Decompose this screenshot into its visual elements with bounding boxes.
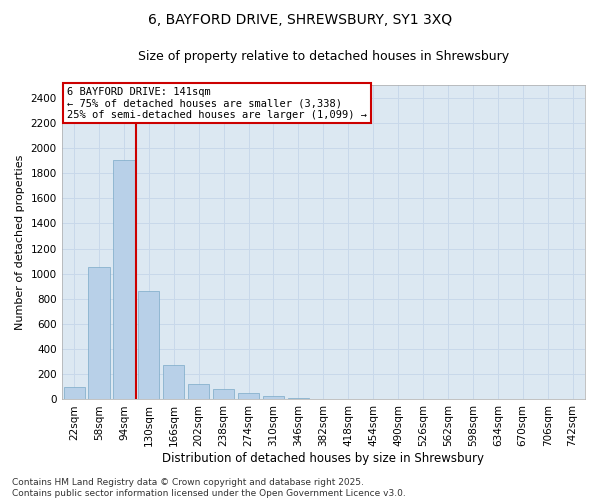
Bar <box>238 393 259 400</box>
Bar <box>113 160 134 400</box>
Text: 6 BAYFORD DRIVE: 141sqm
← 75% of detached houses are smaller (3,338)
25% of semi: 6 BAYFORD DRIVE: 141sqm ← 75% of detache… <box>67 86 367 120</box>
Bar <box>313 399 334 400</box>
Title: Size of property relative to detached houses in Shrewsbury: Size of property relative to detached ho… <box>138 50 509 63</box>
Bar <box>263 396 284 400</box>
Bar <box>188 384 209 400</box>
Text: 6, BAYFORD DRIVE, SHREWSBURY, SY1 3XQ: 6, BAYFORD DRIVE, SHREWSBURY, SY1 3XQ <box>148 12 452 26</box>
Bar <box>163 366 184 400</box>
Y-axis label: Number of detached properties: Number of detached properties <box>15 154 25 330</box>
Bar <box>288 398 309 400</box>
Bar <box>138 292 160 400</box>
Bar <box>64 387 85 400</box>
X-axis label: Distribution of detached houses by size in Shrewsbury: Distribution of detached houses by size … <box>163 452 484 465</box>
Bar <box>88 268 110 400</box>
Bar <box>213 390 234 400</box>
Text: Contains HM Land Registry data © Crown copyright and database right 2025.
Contai: Contains HM Land Registry data © Crown c… <box>12 478 406 498</box>
